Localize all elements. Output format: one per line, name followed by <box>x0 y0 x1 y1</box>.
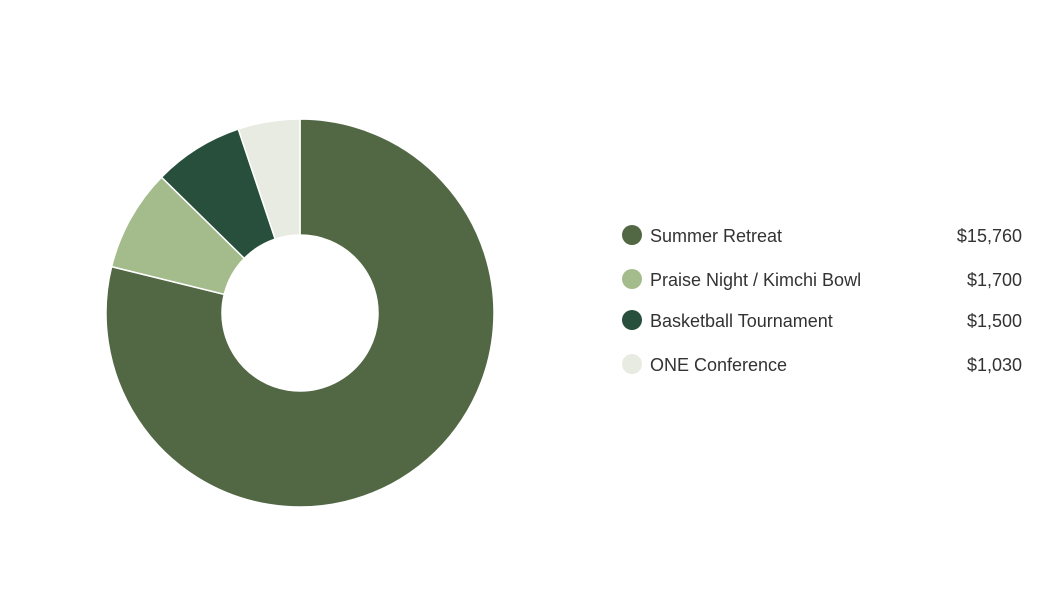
legend-label: ONE Conference <box>650 355 788 375</box>
donut-slice-one-conference[interactable] <box>237 118 301 241</box>
donut-slice-summer-retreat[interactable] <box>105 118 495 508</box>
legend-label: Summer Retreat <box>650 226 783 246</box>
legend-swatch-basketball-tournament <box>622 310 642 330</box>
legend-item-basketball-tournament[interactable]: Basketball Tournament $1,500 <box>620 308 1024 332</box>
legend-value: $15,760 <box>956 226 1022 246</box>
legend-value: $1,030 <box>966 355 1022 375</box>
legend-value: $1,500 <box>966 311 1022 331</box>
legend-item-one-conference[interactable]: ONE Conference $1,030 <box>620 352 1024 376</box>
legend-item-summer-retreat[interactable]: Summer Retreat $15,760 <box>620 223 1024 247</box>
legend-label: Praise Night / Kimchi Bowl <box>650 270 862 290</box>
legend-swatch-one-conference <box>622 354 642 374</box>
legend-label: Basketball Tournament <box>650 311 833 331</box>
legend-value: $1,700 <box>966 270 1022 290</box>
legend-swatch-summer-retreat <box>622 225 642 245</box>
legend-swatch-praise-night <box>622 269 642 289</box>
legend-item-praise-night[interactable]: Praise Night / Kimchi Bowl $1,700 <box>620 267 1024 291</box>
